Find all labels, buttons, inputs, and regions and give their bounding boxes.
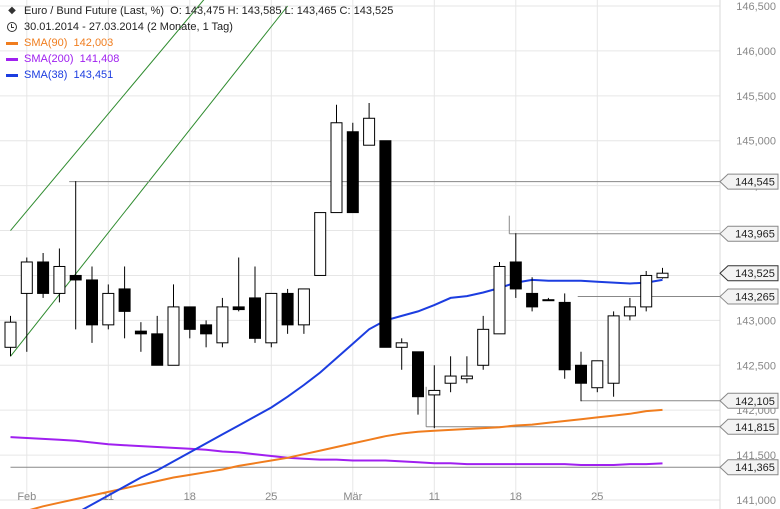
x-tick-label: 18: [510, 491, 522, 503]
candle-body: [118, 288, 131, 312]
x-tick-label: Mär: [343, 491, 362, 503]
candle-body: [330, 122, 343, 214]
candle-body: [575, 364, 587, 384]
y-tick-label: 142,500: [736, 360, 776, 372]
sma38-label: SMA(38): [24, 69, 68, 81]
sma200-value: 141,408: [79, 53, 120, 65]
candle-body: [346, 131, 359, 214]
candle-body: [379, 140, 392, 348]
candle-body: [249, 297, 261, 339]
candle-body: [297, 288, 310, 326]
instrument-icon: ◆: [8, 5, 16, 16]
x-tick-label: Feb: [17, 491, 36, 503]
sma90-swatch-icon: [6, 41, 18, 45]
price-level-tag: [719, 288, 779, 305]
candle-body: [232, 306, 245, 311]
candle-body: [607, 315, 620, 384]
sma90-value: 142,003: [73, 37, 114, 49]
candle-body: [151, 333, 164, 366]
candle-body: [444, 375, 457, 384]
candle-body: [69, 274, 82, 281]
candle-body: [265, 292, 278, 344]
candle-body: [281, 292, 294, 326]
candle-body: [134, 330, 147, 335]
price-level-label: 141,365: [735, 462, 775, 474]
candle-body: [53, 265, 66, 294]
legend-range-row: 30.01.2014 - 27.03.2014 (2 Monate, 1 Tag…: [6, 19, 393, 35]
candle-body: [477, 328, 490, 366]
price-level-tag: [719, 265, 779, 282]
candle-body: [656, 272, 669, 279]
candle-body: [591, 360, 604, 389]
y-tick-label: 141,000: [736, 495, 776, 507]
candle-body: [558, 301, 571, 371]
sma38-value: 143,451: [73, 69, 114, 81]
price-level-tag: [719, 418, 779, 435]
clock-icon: [7, 22, 17, 32]
price-level-label: 143,525: [735, 268, 775, 280]
y-tick-label: 141,500: [736, 450, 776, 462]
candle-body: [526, 292, 539, 308]
candle-body: [509, 261, 522, 290]
sma38-swatch-icon: [6, 73, 18, 77]
candle-body: [200, 324, 213, 335]
x-tick-label: 25: [265, 491, 277, 503]
candle-body: [640, 274, 653, 308]
legend-sma200[interactable]: SMA(200) 141,408: [6, 51, 393, 67]
legend-ohlc-row: ◆ Euro / Bund Future (Last, %) O: 143,47…: [6, 3, 393, 19]
price-level-label: 143,965: [735, 229, 775, 241]
sma38-line: [81, 278, 663, 509]
price-level-tag: [719, 225, 779, 242]
price-level-label: 143,265: [735, 292, 775, 304]
price-level-label: 142,105: [735, 396, 775, 408]
sma200-line: [10, 436, 663, 466]
y-tick-label: 146,000: [736, 46, 776, 58]
candle-body: [493, 265, 506, 335]
candle-body: [395, 342, 408, 348]
y-tick-label: 145,500: [736, 91, 776, 103]
candle-body: [183, 306, 196, 330]
legend-sma90[interactable]: SMA(90) 142,003: [6, 35, 393, 51]
candle-body: [623, 306, 636, 317]
candle-body: [363, 117, 376, 146]
instrument-name: Euro / Bund Future (Last, %): [24, 5, 165, 17]
x-tick-label: 11: [103, 491, 114, 503]
y-tick-label: 146,500: [736, 1, 776, 13]
price-level-tag: [719, 392, 779, 409]
candle-body: [314, 212, 327, 276]
candle-body: [4, 321, 17, 348]
y-tick-label: 143,000: [736, 315, 776, 327]
candle-body: [428, 389, 441, 396]
x-tick-label: 11: [429, 491, 440, 503]
x-tick-label: 25: [591, 491, 603, 503]
candle-body: [20, 261, 33, 294]
x-tick-label: 18: [184, 491, 196, 503]
price-level-tag: [719, 459, 779, 476]
sma200-swatch-icon: [6, 57, 18, 61]
y-tick-label: 145,000: [736, 136, 776, 148]
trend-channel-line: [10, 0, 205, 231]
date-range: 30.01.2014 - 27.03.2014 (2 Monate, 1 Tag…: [24, 21, 233, 33]
candle-body: [167, 306, 180, 366]
candle-body: [102, 292, 115, 326]
candle-body: [37, 261, 50, 294]
candle-body: [412, 351, 424, 398]
ohlc-values: O: 143,475 H: 143,585 L: 143,465 C: 143,…: [170, 5, 394, 17]
candle-body: [542, 299, 555, 302]
sma200-label: SMA(200): [24, 53, 74, 65]
price-level-label: 144,545: [735, 177, 775, 189]
candle-body: [216, 306, 229, 344]
price-level-tag: [719, 173, 779, 190]
chart-legend: ◆ Euro / Bund Future (Last, %) O: 143,47…: [6, 3, 393, 83]
sma90-label: SMA(90): [24, 37, 68, 49]
price-level-label: 141,815: [735, 422, 775, 434]
candle-body: [460, 375, 473, 380]
candle-body: [86, 279, 98, 326]
legend-sma38[interactable]: SMA(38) 143,451: [6, 67, 393, 83]
